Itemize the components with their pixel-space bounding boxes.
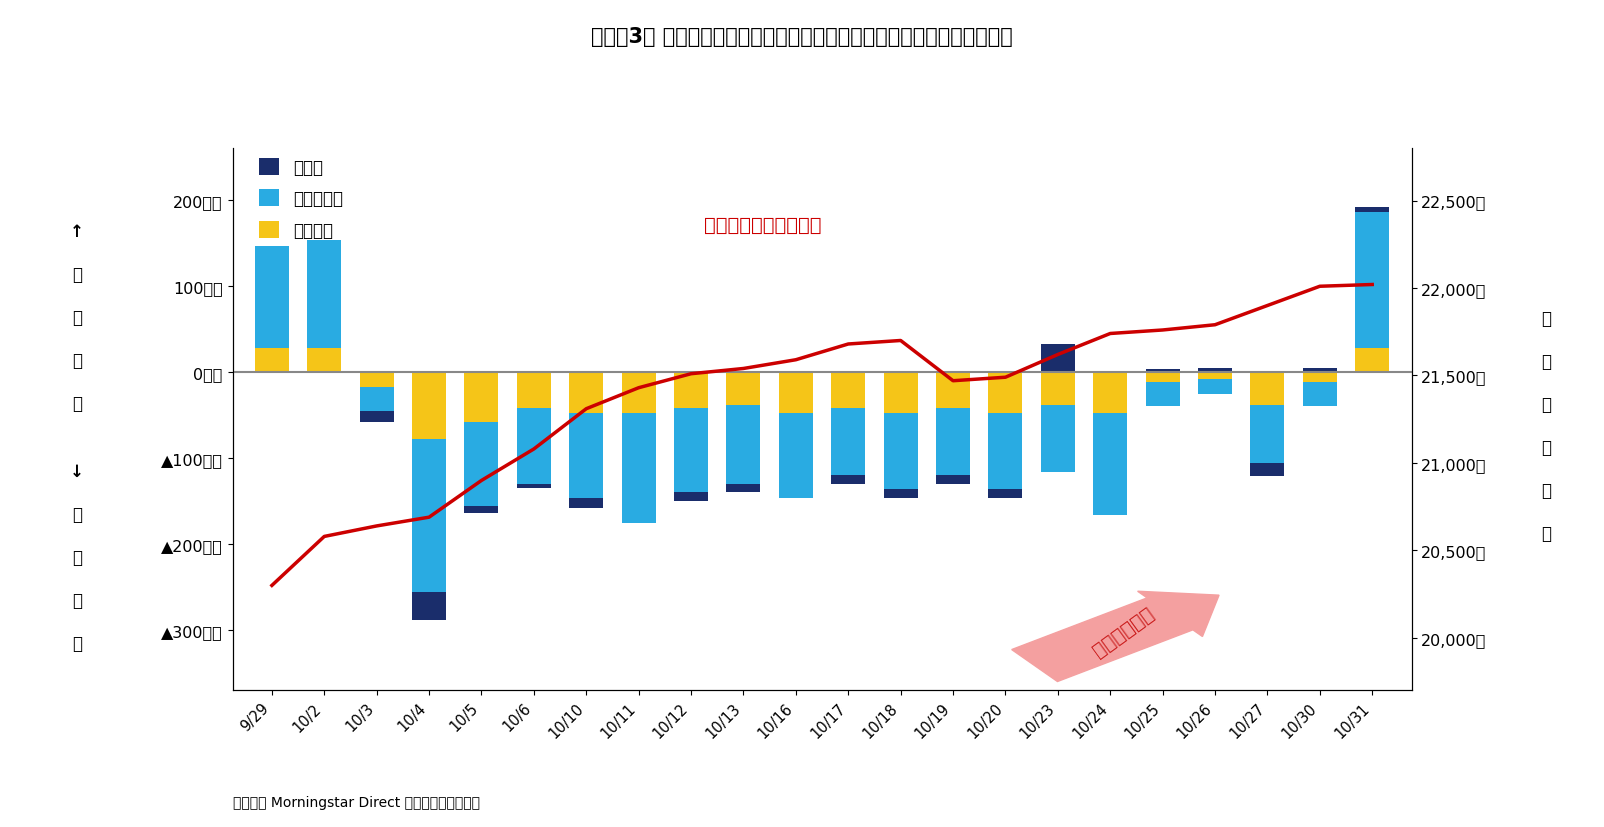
Bar bbox=[937, 476, 970, 484]
Text: 平: 平 bbox=[1541, 395, 1551, 414]
Text: 【図表3】 国内株式ファンドの日次推計資金流出入と日経平均株価の推移: 【図表3】 国内株式ファンドの日次推計資金流出入と日経平均株価の推移 bbox=[592, 27, 1012, 47]
Bar bbox=[780, 414, 813, 498]
Text: 経: 経 bbox=[1541, 352, 1551, 370]
Bar bbox=[727, 405, 760, 484]
Bar bbox=[884, 490, 917, 498]
Text: 均: 均 bbox=[1541, 438, 1551, 457]
Bar bbox=[622, 414, 656, 523]
Bar bbox=[727, 372, 760, 405]
Bar bbox=[359, 412, 393, 423]
Text: 日経平均株価（右軸）: 日経平均株価（右軸） bbox=[704, 215, 821, 234]
Bar bbox=[569, 498, 603, 509]
Text: 株: 株 bbox=[1541, 481, 1551, 500]
Bar bbox=[359, 388, 393, 412]
Bar bbox=[831, 409, 865, 476]
Bar bbox=[937, 409, 970, 476]
Legend: その他, アクティブ, パッシブ: その他, アクティブ, パッシブ bbox=[253, 152, 350, 246]
Bar bbox=[937, 372, 970, 409]
Bar bbox=[516, 484, 550, 489]
Text: 金: 金 bbox=[72, 548, 82, 566]
Bar bbox=[255, 348, 289, 372]
Bar bbox=[412, 439, 446, 592]
Bar bbox=[359, 372, 393, 388]
Bar bbox=[412, 372, 446, 439]
Bar bbox=[1355, 213, 1389, 348]
Bar bbox=[1302, 383, 1336, 407]
Text: ↓: ↓ bbox=[71, 462, 83, 480]
Bar bbox=[988, 490, 1022, 498]
Bar bbox=[412, 592, 446, 620]
Bar bbox=[516, 409, 550, 484]
Bar bbox=[1145, 383, 1179, 407]
Bar bbox=[1302, 372, 1336, 383]
Bar bbox=[1251, 405, 1285, 464]
Bar bbox=[1041, 345, 1075, 372]
Bar bbox=[569, 372, 603, 414]
Bar bbox=[1198, 368, 1232, 372]
Bar bbox=[1355, 348, 1389, 372]
Bar bbox=[674, 372, 707, 409]
Text: 流: 流 bbox=[72, 591, 82, 609]
Text: 流: 流 bbox=[72, 351, 82, 370]
Text: ↑: ↑ bbox=[71, 222, 83, 241]
Bar bbox=[1094, 414, 1128, 515]
Bar bbox=[1251, 464, 1285, 476]
Bar bbox=[465, 372, 499, 423]
Bar bbox=[1041, 405, 1075, 472]
Bar bbox=[831, 372, 865, 409]
Bar bbox=[1145, 370, 1179, 372]
Bar bbox=[308, 241, 342, 348]
Bar bbox=[884, 372, 917, 414]
Bar bbox=[674, 493, 707, 501]
Bar bbox=[780, 372, 813, 414]
Bar bbox=[1041, 372, 1075, 405]
Text: 価: 価 bbox=[1541, 524, 1551, 543]
Bar bbox=[831, 476, 865, 484]
Bar bbox=[1145, 372, 1179, 383]
Text: 入: 入 bbox=[72, 394, 82, 413]
Bar bbox=[622, 372, 656, 414]
Bar bbox=[465, 423, 499, 507]
Bar bbox=[569, 414, 603, 498]
Bar bbox=[1198, 380, 1232, 394]
Bar bbox=[727, 484, 760, 493]
Bar bbox=[1251, 372, 1285, 405]
Bar bbox=[255, 247, 289, 348]
Text: 金: 金 bbox=[72, 308, 82, 327]
Bar bbox=[1302, 368, 1336, 372]
Bar bbox=[988, 414, 1022, 490]
Text: 資: 資 bbox=[72, 265, 82, 284]
Text: 出: 出 bbox=[72, 634, 82, 653]
Text: 資: 資 bbox=[72, 505, 82, 523]
Text: 日: 日 bbox=[1541, 309, 1551, 327]
Bar bbox=[308, 348, 342, 372]
Bar bbox=[1198, 372, 1232, 380]
Bar bbox=[884, 414, 917, 490]
Bar bbox=[516, 372, 550, 409]
Text: （資料） Morningstar Direct を用いて筆者集計。: （資料） Morningstar Direct を用いて筆者集計。 bbox=[233, 795, 480, 809]
Bar bbox=[1355, 208, 1389, 213]
Bar bbox=[465, 507, 499, 514]
Bar bbox=[988, 372, 1022, 414]
Text: 流出金額減少: 流出金額減少 bbox=[1089, 604, 1156, 661]
Bar bbox=[674, 409, 707, 493]
Bar bbox=[1094, 372, 1128, 414]
